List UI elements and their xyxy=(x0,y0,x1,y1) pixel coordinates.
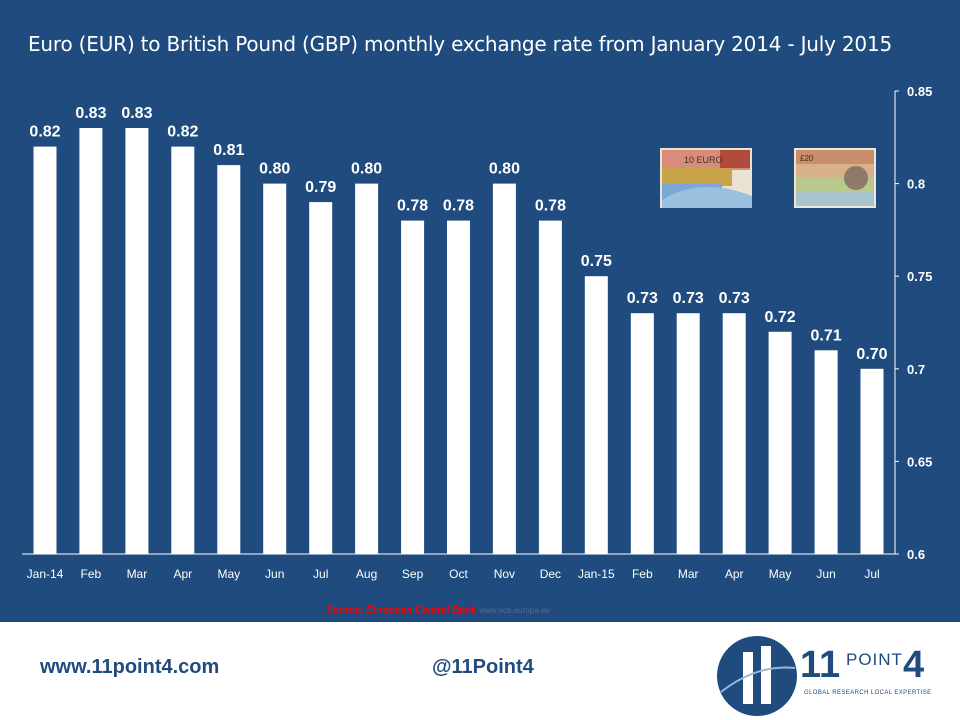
x-tick-label: Jan-14 xyxy=(27,567,64,581)
bar-value-label: 0.82 xyxy=(167,124,198,141)
bar xyxy=(217,165,241,554)
value-labels-layer: 0.82 0.83 0.83 0.82 0.81 0.80 0.79 0.80 0.78 0.78… xyxy=(29,105,887,363)
bar-value-label: 0.71 xyxy=(811,327,842,344)
x-tick-label: May xyxy=(769,567,792,581)
logo-text-11: 11 xyxy=(800,644,841,686)
x-tick-label: Feb xyxy=(632,567,653,581)
bar xyxy=(768,331,792,554)
bars-layer xyxy=(33,128,884,554)
bar-value-label: 0.78 xyxy=(535,198,566,215)
y-tick-label: 0.65 xyxy=(907,454,932,469)
x-tick-label: Jun xyxy=(265,567,284,581)
bar-value-label: 0.80 xyxy=(351,161,382,178)
bar-value-label: 0.80 xyxy=(489,161,520,178)
bar xyxy=(676,313,700,554)
x-tick-label: Dec xyxy=(540,567,561,581)
bar-value-label: 0.78 xyxy=(397,198,428,215)
bar-value-label: 0.73 xyxy=(627,290,658,307)
y-tick-label: 0.8 xyxy=(907,177,925,192)
bar xyxy=(33,146,57,554)
bar xyxy=(860,368,884,554)
x-tick-label: Jul xyxy=(864,567,879,581)
bar xyxy=(355,183,379,554)
x-tick-label: Mar xyxy=(678,567,699,581)
bar xyxy=(263,183,287,554)
source-note: Source: European Central Bank www.ecb.eu… xyxy=(326,605,550,616)
y-tick-label: 0.75 xyxy=(907,269,932,284)
chart-slide: Euro (EUR) to British Pound (GBP) monthl… xyxy=(0,0,960,622)
bar xyxy=(309,202,333,554)
bar xyxy=(447,220,470,554)
x-tick-label: Nov xyxy=(494,567,515,581)
bar xyxy=(171,146,195,554)
bar-value-label: 0.73 xyxy=(719,290,750,307)
bar xyxy=(492,183,516,554)
bar-value-label: 0.83 xyxy=(121,105,152,122)
bar-value-label: 0.83 xyxy=(75,105,106,122)
source-url: www.ecb.europa.eu xyxy=(479,606,550,615)
x-tick-label: Jul xyxy=(313,567,328,581)
bar-value-label: 0.73 xyxy=(673,290,704,307)
source-label: Source: European Central Bank xyxy=(326,605,477,616)
x-tick-label: Oct xyxy=(449,567,468,581)
bar xyxy=(584,276,608,554)
bar xyxy=(401,220,425,554)
bar xyxy=(125,128,149,554)
euro-note-text: 10 EURO xyxy=(684,155,723,165)
website-link[interactable]: www.11point4.com xyxy=(40,656,220,678)
y-tick-label: 0.7 xyxy=(907,362,925,377)
bar xyxy=(79,128,103,554)
bar-value-label: 0.70 xyxy=(856,346,887,363)
bar xyxy=(538,220,562,554)
x-tick-label: Apr xyxy=(725,567,744,581)
bar-value-label: 0.82 xyxy=(29,124,60,141)
bar xyxy=(630,313,654,554)
bar-value-label: 0.79 xyxy=(305,179,336,196)
chart-title: Euro (EUR) to British Pound (GBP) monthl… xyxy=(27,32,893,56)
bar-value-label: 0.72 xyxy=(765,309,796,326)
bar xyxy=(722,313,746,554)
x-tick-label: Jan-15 xyxy=(578,567,615,581)
company-logo-icon xyxy=(717,636,797,716)
x-tick-label: Sep xyxy=(402,567,424,581)
x-tick-label: Apr xyxy=(173,567,192,581)
bar-value-label: 0.78 xyxy=(443,198,474,215)
pound-note-text: £20 xyxy=(800,154,814,163)
logo-text-point: POINT xyxy=(846,650,903,669)
x-tick-label: Mar xyxy=(127,567,148,581)
y-tick-label: 0.85 xyxy=(907,84,932,99)
x-tick-label: Aug xyxy=(356,567,377,581)
x-axis-ticks: Jan-14 Feb Mar Apr May Jun Jul Aug Sep Oct Nov Dec J… xyxy=(27,567,880,581)
bar-value-label: 0.81 xyxy=(213,142,244,159)
bar-value-label: 0.80 xyxy=(259,161,290,178)
twitter-handle[interactable]: @11Point4 xyxy=(432,656,534,678)
y-tick-label: 0.6 xyxy=(907,547,925,562)
euro-banknotes-image: 10 EURO xyxy=(660,148,752,208)
bar-chart: 0.82 0.83 0.83 0.82 0.81 0.80 0.79 0.80 0.78 0.78… xyxy=(22,84,932,581)
x-tick-label: Feb xyxy=(81,567,102,581)
pound-banknotes-image: £20 xyxy=(794,148,876,208)
bar xyxy=(814,350,838,554)
logo-text-4: 4 xyxy=(903,644,925,686)
y-axis-ticks: 0.6 0.65 0.7 0.75 0.8 0.85 xyxy=(895,84,932,562)
bar-value-label: 0.75 xyxy=(581,253,612,270)
x-tick-label: May xyxy=(217,567,240,581)
x-tick-label: Jun xyxy=(816,567,835,581)
footer: www.11point4.com @11Point4 11 POINT 4 GL… xyxy=(0,622,960,720)
logo-tagline: GLOBAL RESEARCH LOCAL EXPERTISE xyxy=(804,690,932,696)
